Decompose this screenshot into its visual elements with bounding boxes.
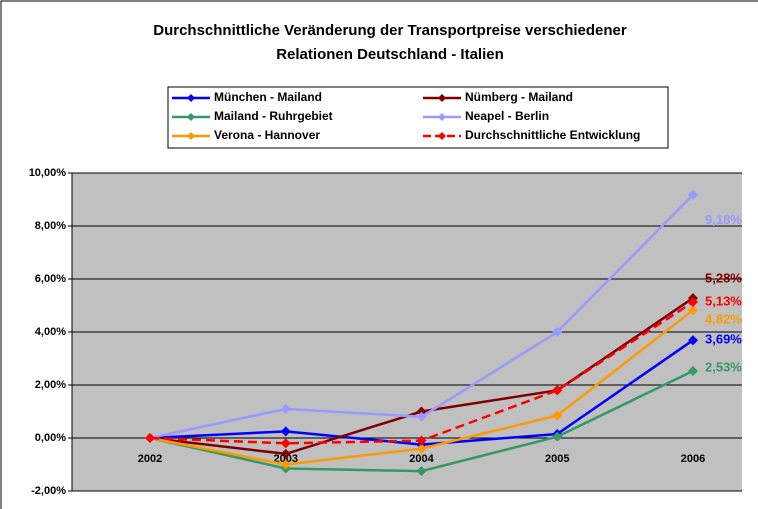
data-label: 4,82% <box>705 312 742 327</box>
y-tick-label: 10,00% <box>29 167 67 179</box>
marker <box>280 438 291 449</box>
legend-marker <box>187 94 195 102</box>
y-tick-label: 8,00% <box>35 220 66 232</box>
legend-marker <box>438 113 446 121</box>
data-label: 3,69% <box>705 332 742 347</box>
legend-marker <box>187 132 195 140</box>
y-tick-label: -2,00% <box>31 485 66 497</box>
legend-label: Verona - Hannover <box>214 128 320 142</box>
marker <box>280 459 291 470</box>
legend-label: Nümberg - Mailand <box>465 90 573 104</box>
chart-title: Durchschnittliche Veränderung der Transp… <box>153 22 627 39</box>
legend-marker <box>187 113 195 121</box>
x-tick-label: 2005 <box>545 453 569 465</box>
marker <box>145 433 155 443</box>
marker <box>552 385 563 396</box>
x-tick-label: 2002 <box>138 453 162 465</box>
data-label: 9,18% <box>705 212 742 227</box>
y-tick-label: 0,00% <box>35 432 66 444</box>
chart-title: Relationen Deutschland - Italien <box>276 46 504 63</box>
marker <box>688 365 698 376</box>
marker <box>416 443 427 454</box>
legend-marker <box>438 94 446 102</box>
marker <box>688 335 698 346</box>
marker <box>416 466 427 477</box>
marker <box>552 410 563 421</box>
x-tick-label: 2003 <box>274 453 298 465</box>
y-tick-label: 4,00% <box>35 326 66 338</box>
legend-label: Neapel - Berlin <box>465 109 549 123</box>
x-tick-label: 2004 <box>409 453 434 465</box>
marker <box>552 327 563 337</box>
legend-box <box>167 86 669 149</box>
marker <box>280 448 291 459</box>
marker <box>416 435 427 446</box>
y-tick-label: 6,00% <box>35 273 66 285</box>
data-label: 5,13% <box>705 293 742 308</box>
data-label: 5,28% <box>705 271 742 286</box>
marker <box>416 411 427 422</box>
marker <box>688 297 698 308</box>
data-label: 2,53% <box>705 359 742 374</box>
marker <box>552 431 563 442</box>
marker <box>280 426 291 437</box>
y-tick-label: 2,00% <box>35 379 66 391</box>
legend-label: Durchschnittliche Entwicklung <box>465 128 640 142</box>
legend-marker <box>438 132 446 140</box>
marker <box>688 189 698 200</box>
legend-label: Mailand - Ruhrgebiet <box>214 109 333 123</box>
legend-label: München - Mailand <box>214 90 322 104</box>
marker <box>280 403 291 414</box>
x-tick-label: 2006 <box>681 453 705 465</box>
marker <box>688 305 698 316</box>
